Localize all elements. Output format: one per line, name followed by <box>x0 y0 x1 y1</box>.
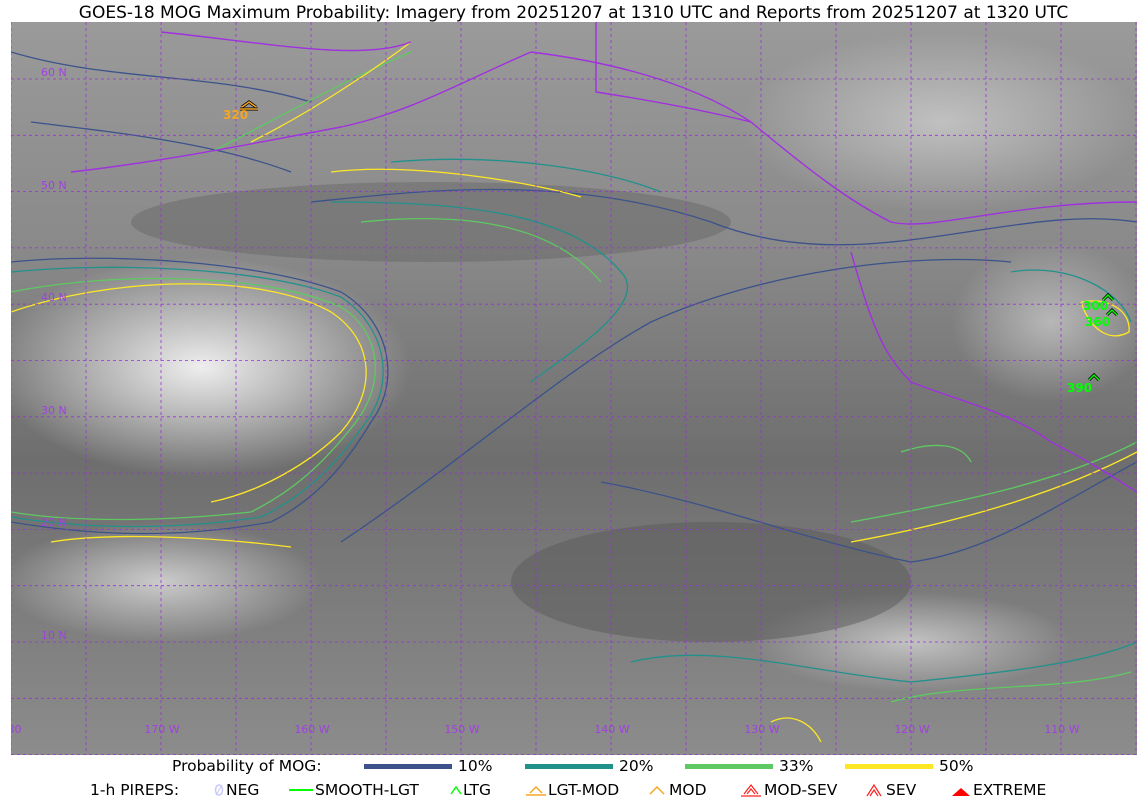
pirep-report[interactable]: 300 <box>1083 292 1115 313</box>
legend-label: MOD-SEV <box>764 781 838 799</box>
caret-bar-icon <box>526 785 546 796</box>
caret-icon <box>450 785 462 795</box>
contour-10pct <box>11 51 1137 563</box>
lon-label: 170 W <box>144 723 179 736</box>
caret-icon <box>649 785 665 795</box>
pirep-altitude: 360 <box>1085 315 1110 329</box>
legend-item-smooth-lgt: SMOOTH-LGT <box>289 781 419 799</box>
pirep-altitude: 390 <box>1067 381 1092 395</box>
lon-label: 140 W <box>594 723 629 736</box>
legend-item-mod-sev: MOD-SEV <box>738 781 837 799</box>
legend-item-33pct: 33% <box>685 757 813 775</box>
prob-legend-title: Probability of MOG: <box>172 757 322 775</box>
legend-item-sev: SEV <box>862 781 916 799</box>
legend-label: EXTREME <box>973 781 1047 799</box>
pirep-legend-title: 1-h PIREPS: <box>90 781 180 799</box>
pirep-report[interactable]: 360 <box>1085 307 1119 329</box>
legend-item-10pct: 10% <box>364 757 492 775</box>
contour-50pct <box>11 41 1137 743</box>
neg-circle-slash-icon <box>214 784 224 796</box>
satellite-map: 60 N 50 N 40 N 30 N 20 N 10 N 180 170 W … <box>11 22 1137 755</box>
mog-contours <box>11 41 1137 743</box>
legend-item-neg: NEG <box>212 781 259 799</box>
chart-title: GOES-18 MOG Maximum Probability: Imagery… <box>78 3 1069 23</box>
pirep-legend: 1-h PIREPS: NEG SMOOTH-LGT LTG LGT-MOD M… <box>0 781 1147 801</box>
lat-label: 30 N <box>41 404 67 417</box>
lon-label: 110 W <box>1044 723 1079 736</box>
legend-label: MOD <box>669 781 707 799</box>
lon-label: 150 W <box>444 723 479 736</box>
double-caret-icon <box>866 783 882 797</box>
lon-label: 160 W <box>294 723 329 736</box>
dash-icon <box>289 789 313 791</box>
lat-label: 60 N <box>41 66 67 79</box>
contour-33pct <box>11 51 1137 703</box>
lon-label: 180 <box>11 723 22 736</box>
legend-label: LGT-MOD <box>548 781 620 799</box>
double-caret-bar-icon <box>741 784 761 797</box>
legend-label: 50% <box>939 757 974 775</box>
legend-item-50pct: 50% <box>845 757 973 775</box>
legend-label: 33% <box>779 757 814 775</box>
legend-label: NEG <box>226 781 260 799</box>
legend-item-mod: MOD <box>645 781 707 799</box>
pirep-altitude: 300 <box>1083 299 1108 313</box>
legend-label: SMOOTH-LGT <box>315 781 419 799</box>
lon-label: 130 W <box>744 723 779 736</box>
legend-item-extreme: EXTREME <box>949 781 1046 799</box>
pirep-report[interactable]: 320 <box>223 100 258 122</box>
lat-label: 10 N <box>41 629 67 642</box>
lat-label: 40 N <box>41 291 67 304</box>
legend-label: 20% <box>619 757 654 775</box>
probability-legend: Probability of MOG: 10% 20% 33% 50% <box>0 757 1147 777</box>
latitude-labels: 60 N 50 N 40 N 30 N 20 N 10 N <box>41 66 67 642</box>
legend-label: SEV <box>886 781 917 799</box>
legend-item-20pct: 20% <box>525 757 653 775</box>
legend-label: 10% <box>458 757 493 775</box>
filled-triangle-icon <box>952 788 970 796</box>
pirep-report[interactable]: 390 <box>1067 372 1101 395</box>
contour-20pct <box>11 158 1137 683</box>
pirep-reports: 320 300 360 390 <box>223 100 1119 395</box>
lon-label: 120 W <box>894 723 929 736</box>
pirep-altitude: 320 <box>223 108 248 122</box>
legend-label: LTG <box>463 781 491 799</box>
legend-item-ltg: LTG <box>449 781 491 799</box>
lat-label: 20 N <box>41 516 67 529</box>
lat-label: 50 N <box>41 179 67 192</box>
legend-item-lgt-mod: LGT-MOD <box>524 781 619 799</box>
lat-lon-grid <box>11 22 1137 755</box>
longitude-labels: 180 170 W 160 W 150 W 140 W 130 W 120 W … <box>11 723 1080 736</box>
coastlines <box>70 22 1137 493</box>
